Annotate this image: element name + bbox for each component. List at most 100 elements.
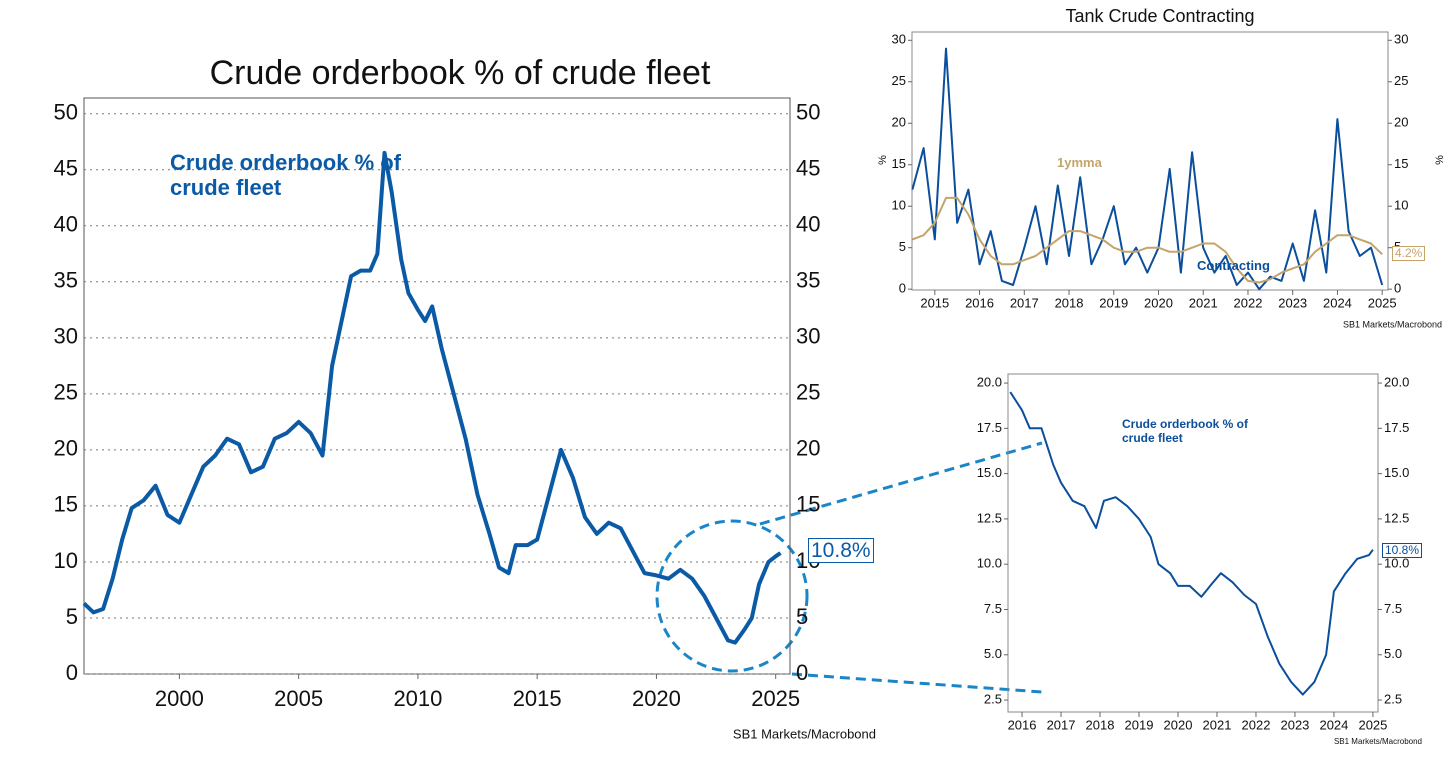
y2-tick-label: 20 <box>796 436 820 461</box>
data-line <box>912 196 1383 284</box>
x-tick-label: 2005 <box>274 686 323 711</box>
series-label: 1ymma <box>1057 155 1102 170</box>
y2-tick-label: 10.0 <box>1384 556 1409 571</box>
x-tick-label: 2020 <box>1164 717 1193 732</box>
y-tick-label: 25 <box>892 73 906 88</box>
y2-tick-label: 5 <box>796 604 808 629</box>
zoom-connector <box>791 672 1043 694</box>
end-label: 4.2% <box>1392 246 1426 262</box>
x-tick-label: 2023 <box>1278 295 1307 310</box>
y2-tick-label: 35 <box>796 268 820 293</box>
y-tick-label: 20.0 <box>977 374 1002 389</box>
x-tick-label: 2017 <box>1047 717 1076 732</box>
x-tick-label: 2018 <box>1055 295 1084 310</box>
y-tick-label: 30 <box>892 32 906 47</box>
x-tick-label: 2022 <box>1234 295 1263 310</box>
y2-tick-label: 45 <box>796 156 820 181</box>
x-tick-label: 2025 <box>1368 295 1397 310</box>
x-tick-label: 2023 <box>1280 717 1309 732</box>
y-tick-label: 30 <box>54 324 78 349</box>
y-tick-label: 10.0 <box>977 556 1002 571</box>
source-note: SB1 Markets/Macrobond <box>1343 319 1442 329</box>
y-tick-label: 45 <box>54 156 78 181</box>
y2-tick-label: 2.5 <box>1384 691 1402 706</box>
x-tick-label: 2020 <box>1144 295 1173 310</box>
x-tick-label: 2000 <box>155 686 204 711</box>
x-tick-label: 2017 <box>1010 295 1039 310</box>
source-note: SB1 Markets/Macrobond <box>1334 737 1422 746</box>
x-tick-label: 2020 <box>632 686 681 711</box>
x-tick-label: 2025 <box>1358 717 1387 732</box>
y-tick-label: 25 <box>54 380 78 405</box>
y2-tick-label: 20.0 <box>1384 374 1409 389</box>
x-tick-label: 2019 <box>1125 717 1154 732</box>
y-tick-label: 15.0 <box>977 465 1002 480</box>
y2-tick-label: 20 <box>1394 115 1408 130</box>
y2-tick-label: 30 <box>796 324 820 349</box>
y2-tick-label: 50 <box>796 100 820 125</box>
y-tick-label: 50 <box>54 100 78 125</box>
y2-tick-label: 25 <box>1394 73 1408 88</box>
y2-tick-label: 10 <box>1394 198 1408 213</box>
zoom-circle <box>655 519 809 673</box>
x-tick-label: 2022 <box>1242 717 1271 732</box>
y-tick-label: 20 <box>54 436 78 461</box>
y-tick-label: 10 <box>54 548 78 573</box>
y-tick-label: 2.5 <box>984 691 1002 706</box>
y2-tick-label: 0 <box>1394 281 1401 296</box>
end-label: 10.8% <box>1382 543 1423 559</box>
source-note: SB1 Markets/Macrobond <box>733 726 876 741</box>
y-tick-label: 17.5 <box>977 420 1002 435</box>
data-line <box>82 150 782 645</box>
series-label: Contracting <box>1197 258 1270 273</box>
x-tick-label: 2021 <box>1203 717 1232 732</box>
series-label: Crude orderbook % of crude fleet <box>1122 417 1249 445</box>
data-line <box>1009 391 1374 696</box>
y2-tick-label: 12.5 <box>1384 510 1409 525</box>
y2-tick-label: 25 <box>796 380 820 405</box>
plot-frame <box>1007 373 1379 713</box>
y-tick-label: 40 <box>54 212 78 237</box>
x-tick-label: 2010 <box>393 686 442 711</box>
y-tick-label: 15 <box>54 492 78 517</box>
x-tick-label: 2016 <box>1008 717 1037 732</box>
chart-title: Tank Crude Contracting <box>1065 6 1254 26</box>
y2-tick-label: 7.5 <box>1384 601 1402 616</box>
y-tick-label: 10 <box>892 198 906 213</box>
y-tick-label: 7.5 <box>984 601 1002 616</box>
x-tick-label: 2021 <box>1189 295 1218 310</box>
plot-frame <box>911 31 1389 291</box>
y-tick-label: 0 <box>899 281 906 296</box>
y-tick-label: 5 <box>66 604 78 629</box>
x-tick-label: 2015 <box>920 295 949 310</box>
x-tick-label: 2025 <box>751 686 800 711</box>
y-axis-label: % <box>1434 155 1446 165</box>
y-tick-label: 0 <box>66 660 78 685</box>
y2-tick-label: 17.5 <box>1384 420 1409 435</box>
y-tick-label: 5.0 <box>984 646 1002 661</box>
y2-tick-label: 15.0 <box>1384 465 1409 480</box>
x-tick-label: 2024 <box>1323 295 1352 310</box>
data-line <box>911 47 1384 291</box>
x-tick-label: 2024 <box>1319 717 1348 732</box>
x-tick-label: 2016 <box>965 295 994 310</box>
y2-tick-label: 5.0 <box>1384 646 1402 661</box>
x-tick-label: 2018 <box>1086 717 1115 732</box>
y2-tick-label: 30 <box>1394 32 1408 47</box>
y2-tick-label: 15 <box>796 492 820 517</box>
y2-tick-label: 15 <box>1394 156 1408 171</box>
y-tick-label: 12.5 <box>977 510 1002 525</box>
series-label: Crude orderbook % of crude fleet <box>170 150 402 201</box>
plot-frame <box>83 97 791 675</box>
y-tick-label: 35 <box>54 268 78 293</box>
x-tick-label: 2019 <box>1099 295 1128 310</box>
y2-tick-label: 40 <box>796 212 820 237</box>
y2-tick-label: 0 <box>796 660 808 685</box>
x-tick-label: 2015 <box>513 686 562 711</box>
chart-title: Crude orderbook % of crude fleet <box>210 54 711 92</box>
y-tick-label: 15 <box>892 156 906 171</box>
zoom-connector <box>759 441 1043 526</box>
y-tick-label: 20 <box>892 115 906 130</box>
